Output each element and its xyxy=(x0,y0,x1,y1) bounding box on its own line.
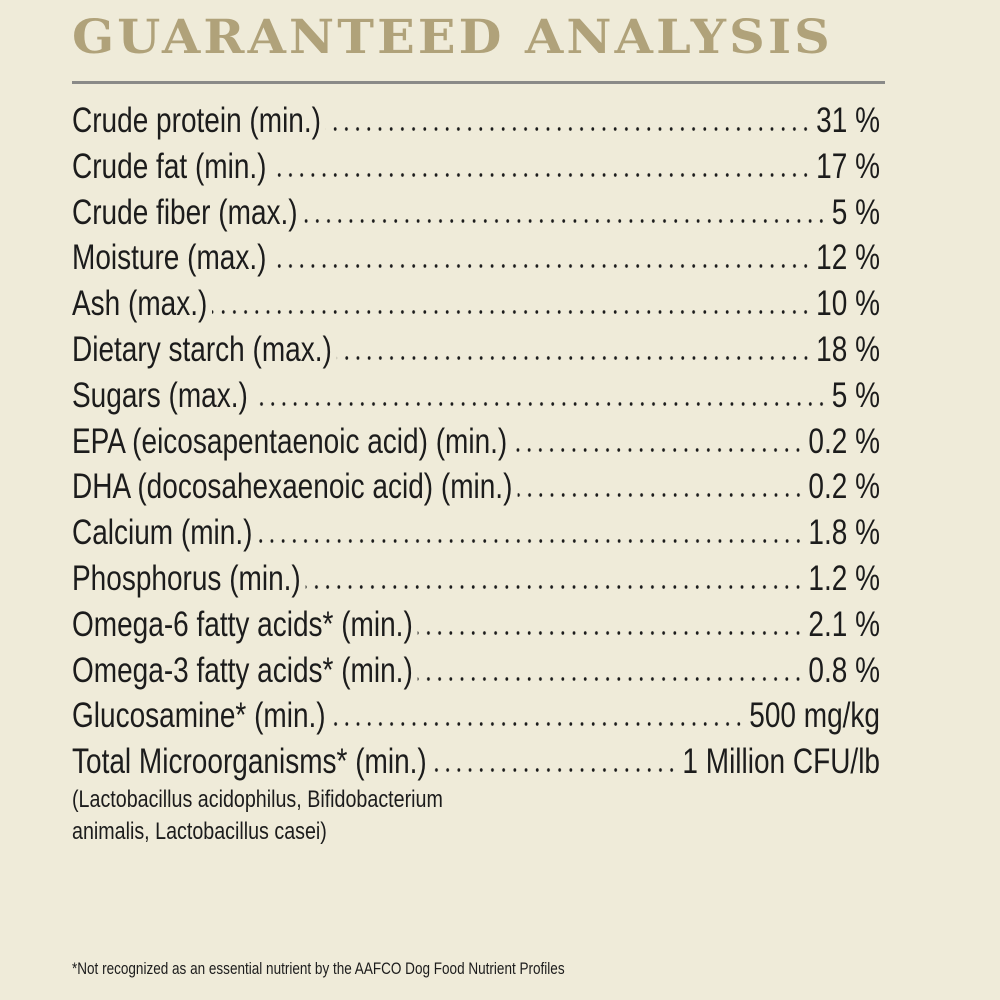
dot-leader xyxy=(302,217,827,224)
analysis-row: Crude protein (min.) 31 % xyxy=(72,98,880,144)
analysis-row: Omega-6 fatty acids* (min.) 2.1 % xyxy=(72,602,880,648)
dot-leader xyxy=(252,400,827,407)
analysis-row: Phosphorus (min.) 1.2 % xyxy=(72,556,880,602)
nutrient-label: Phosphorus (min.) xyxy=(72,558,301,598)
title-divider xyxy=(72,81,885,84)
nutrient-label: Moisture (max.) xyxy=(72,238,267,278)
analysis-row: EPA (eicosapentaenoic acid) (min.) 0.2 % xyxy=(72,419,880,465)
nutrient-label: DHA (docosahexaenoic acid) (min.) xyxy=(72,467,513,507)
nutrient-label: Ash (max.) xyxy=(72,284,208,324)
analysis-row: Crude fiber (max.) 5 % xyxy=(72,190,880,236)
microorganisms-note-line-2: animalis, Lactobacillus casei) xyxy=(72,818,327,845)
dot-leader xyxy=(336,354,812,361)
analysis-row: Sugars (max.) 5 % xyxy=(72,373,880,419)
nutrient-value: 1.2 % xyxy=(808,558,880,598)
nutrient-value: 2.1 % xyxy=(808,604,880,644)
dot-leader xyxy=(305,583,804,590)
footnote: *Not recognized as an essential nutrient… xyxy=(72,960,565,978)
nutrient-value: 0.2 % xyxy=(808,467,880,507)
analysis-row: Calcium (min.) 1.8 % xyxy=(72,510,880,556)
nutrient-value: 5 % xyxy=(831,192,880,232)
nutrient-label: Glucosamine* (min.) xyxy=(72,696,326,736)
nutrient-value: 5 % xyxy=(831,375,880,415)
analysis-table: Crude protein (min.) 31 % Crude fat (min.)… xyxy=(72,98,880,785)
dot-leader xyxy=(417,675,804,682)
nutrient-value: 500 mg/kg xyxy=(749,696,880,736)
nutrient-value: 12 % xyxy=(816,238,880,278)
analysis-row: Ash (max.) 10 % xyxy=(72,281,880,327)
nutrient-value: 10 % xyxy=(816,284,880,324)
nutrient-label: Crude fiber (max.) xyxy=(72,192,298,232)
nutrient-label: Crude protein (min.) xyxy=(72,101,321,140)
nutrient-label: Omega-3 fatty acids* (min.) xyxy=(72,650,413,690)
nutrient-value: 0.2 % xyxy=(808,421,880,461)
nutrient-label: Calcium (min.) xyxy=(72,513,253,553)
dot-leader xyxy=(417,629,804,636)
nutrient-label: Omega-6 fatty acids* (min.) xyxy=(72,604,413,644)
dot-leader xyxy=(517,492,804,499)
analysis-row: Dietary starch (max.) 18 % xyxy=(72,327,880,373)
nutrient-label: EPA (eicosapentaenoic acid) (min.) xyxy=(72,421,508,461)
dot-leader xyxy=(271,171,812,178)
nutrient-label: Crude fat (min.) xyxy=(72,146,267,186)
nutrient-value: 31 % xyxy=(816,101,880,140)
dot-leader xyxy=(512,446,804,453)
dot-leader xyxy=(257,538,804,545)
nutrient-value: 17 % xyxy=(816,146,880,186)
microorganisms-note-line-1: (Lactobacillus acidophilus, Bifidobacter… xyxy=(72,786,443,813)
analysis-row: DHA (docosahexaenoic acid) (min.) 0.2 % xyxy=(72,464,880,510)
analysis-row: Crude fat (min.) 17 % xyxy=(72,144,880,190)
analysis-row: Glucosamine* (min.) 500 mg/kg xyxy=(72,693,880,739)
analysis-row: Omega-3 fatty acids* (min.) 0.8 % xyxy=(72,648,880,694)
nutrient-label: Dietary starch (max.) xyxy=(72,329,332,369)
page-title: GUARANTEED ANALYSIS xyxy=(72,10,833,65)
nutrient-value: 1.8 % xyxy=(808,513,880,553)
nutrient-value: 0.8 % xyxy=(808,650,880,690)
dot-leader xyxy=(330,721,745,728)
nutrient-value: 18 % xyxy=(816,329,880,369)
dot-leader xyxy=(271,263,812,270)
nutrient-label: Total Microorganisms* (min.) xyxy=(72,742,427,782)
nutrient-label: Sugars (max.) xyxy=(72,375,248,415)
dot-leader xyxy=(212,309,812,316)
dot-leader xyxy=(431,767,678,774)
analysis-row: Total Microorganisms* (min.) 1 Million CF… xyxy=(72,739,880,785)
dot-leader xyxy=(325,126,812,132)
nutrient-value: 1 Million CFU/lb xyxy=(682,742,880,782)
analysis-row: Moisture (max.) 12 % xyxy=(72,235,880,281)
